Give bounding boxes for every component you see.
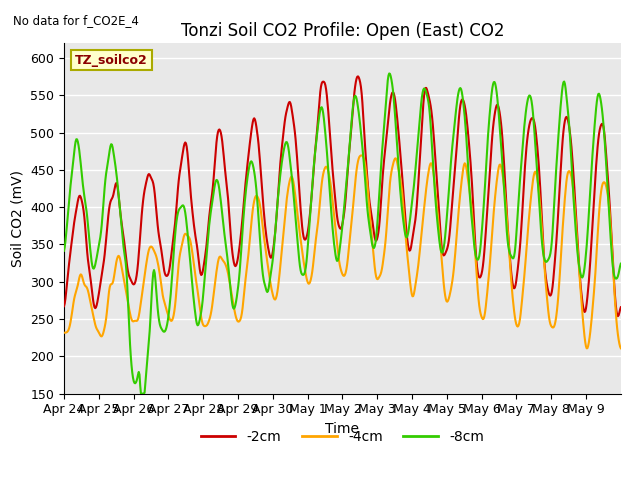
Title: Tonzi Soil CO2 Profile: Open (East) CO2: Tonzi Soil CO2 Profile: Open (East) CO2 (180, 22, 504, 40)
Text: No data for f_CO2E_4: No data for f_CO2E_4 (13, 14, 139, 27)
Legend: -2cm, -4cm, -8cm: -2cm, -4cm, -8cm (195, 425, 490, 450)
X-axis label: Time: Time (325, 422, 360, 436)
Y-axis label: Soil CO2 (mV): Soil CO2 (mV) (11, 170, 25, 267)
Text: TZ_soilco2: TZ_soilco2 (75, 54, 148, 67)
